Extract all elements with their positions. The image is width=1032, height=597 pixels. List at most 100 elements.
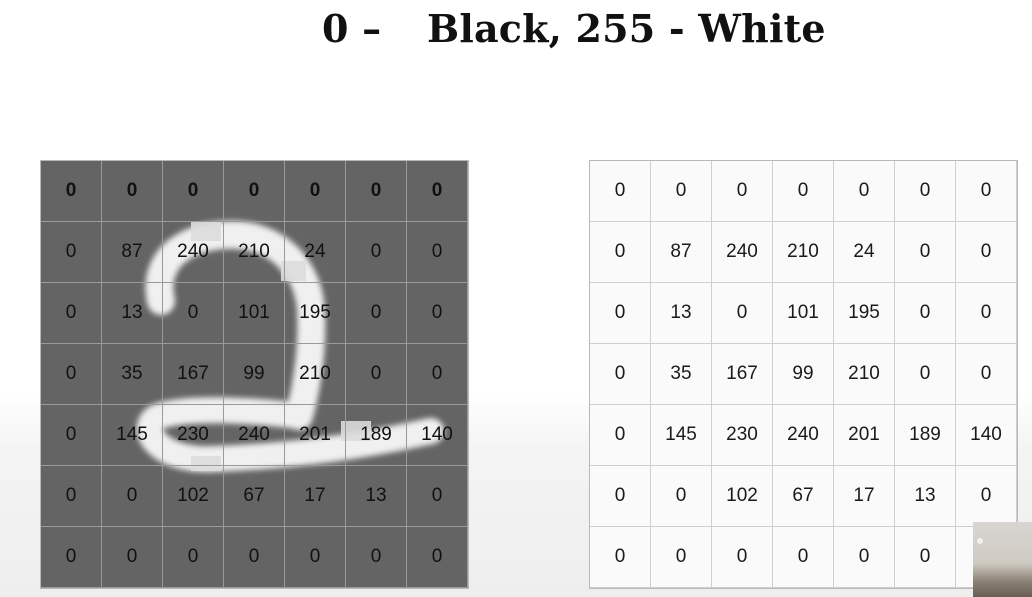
- table-pixel-cell: 67: [773, 466, 834, 527]
- table-pixel-cell: 210: [834, 344, 895, 405]
- image-pixel-cell: 102: [163, 466, 224, 527]
- table-pixel-cell: 189: [895, 405, 956, 466]
- table-pixel-cell: 13: [895, 466, 956, 527]
- handwritten-digit-2-image: [136, 220, 444, 473]
- table-pixel-cell: 13: [651, 283, 712, 344]
- image-pixel-cell: 201: [285, 405, 346, 466]
- title-part-white: Black, 255 - White: [427, 6, 826, 51]
- table-pixel-cell: 240: [773, 405, 834, 466]
- table-pixel-cell: 0: [895, 222, 956, 283]
- table-pixel-cell: 0: [590, 222, 651, 283]
- image-pixel-cell: 240: [224, 405, 285, 466]
- image-pixel-cell: 0: [41, 527, 102, 588]
- table-pixel-cell: 35: [651, 344, 712, 405]
- table-pixel-cell: 0: [834, 527, 895, 588]
- slide-title: 0 – Black, 255 - White: [0, 0, 1032, 60]
- image-pixel-cell: 87: [102, 222, 163, 283]
- image-pixel-cell: 0: [102, 466, 163, 527]
- image-pixel-cell: 240: [163, 222, 224, 283]
- table-pixel-cell: 145: [651, 405, 712, 466]
- image-pixel-cell: 0: [346, 161, 407, 222]
- image-pixel-cell: 0: [407, 161, 468, 222]
- image-pixel-cell: 0: [407, 283, 468, 344]
- table-pixel-cell: 0: [895, 527, 956, 588]
- table-pixel-cell: 0: [590, 466, 651, 527]
- image-pixel-cell: 0: [346, 283, 407, 344]
- image-pixel-cell: 0: [224, 527, 285, 588]
- pixel-value-table: 0 0 0 0 0 0 0 0 87 240 210 24 0 0 0 13 0 101 195 0 0 0 35 167 99…: [589, 160, 1018, 589]
- webcam-overlay: [973, 522, 1032, 597]
- table-pixel-cell: 0: [956, 161, 1017, 222]
- table-pixel-cell: 0: [956, 344, 1017, 405]
- image-pixel-cell: 0: [41, 344, 102, 405]
- title-part-black: 0 –: [322, 6, 382, 51]
- image-pixel-cell: 0: [407, 466, 468, 527]
- image-pixel-cell: 0: [41, 405, 102, 466]
- table-pixel-cell: 0: [590, 405, 651, 466]
- image-pixel-cell: 0: [163, 527, 224, 588]
- image-pixel-cell: 67: [224, 466, 285, 527]
- table-pixel-cell: 0: [651, 161, 712, 222]
- table-pixel-cell: 24: [834, 222, 895, 283]
- table-pixel-cell: 0: [651, 527, 712, 588]
- image-pixel-cell: 24: [285, 222, 346, 283]
- table-pixel-cell: 0: [590, 161, 651, 222]
- table-pixel-cell: 0: [712, 527, 773, 588]
- table-pixel-cell: 0: [590, 527, 651, 588]
- table-pixel-cell: 240: [712, 222, 773, 283]
- image-pixel-cell: 0: [163, 283, 224, 344]
- image-pixel-cell: 35: [102, 344, 163, 405]
- image-pixel-cell: 0: [163, 161, 224, 222]
- table-pixel-cell: 17: [834, 466, 895, 527]
- table-pixel-cell: 0: [956, 466, 1017, 527]
- table-pixel-cell: 0: [773, 527, 834, 588]
- image-pixel-cell: 0: [346, 344, 407, 405]
- image-pixel-cell: 0: [102, 161, 163, 222]
- table-pixel-cell: 87: [651, 222, 712, 283]
- image-pixel-cell: 0: [41, 161, 102, 222]
- table-pixel-cell: 0: [651, 466, 712, 527]
- image-pixel-cell: 145: [102, 405, 163, 466]
- table-pixel-cell: 102: [712, 466, 773, 527]
- image-pixel-cell: 195: [285, 283, 346, 344]
- table-pixel-cell: 101: [773, 283, 834, 344]
- image-pixel-cell: 13: [102, 283, 163, 344]
- table-pixel-cell: 195: [834, 283, 895, 344]
- image-pixel-cell: 0: [41, 283, 102, 344]
- table-pixel-cell: 0: [712, 283, 773, 344]
- image-pixel-cell: 0: [224, 161, 285, 222]
- image-pixel-cell: 0: [346, 222, 407, 283]
- table-pixel-cell: 0: [712, 161, 773, 222]
- image-pixel-cell: 13: [346, 466, 407, 527]
- table-pixel-cell: 0: [895, 161, 956, 222]
- table-pixel-cell: 0: [956, 283, 1017, 344]
- table-pixel-cell: 0: [590, 283, 651, 344]
- table-pixel-cell: 0: [590, 344, 651, 405]
- image-pixel-cell: 0: [285, 161, 346, 222]
- table-pixel-cell: 0: [895, 283, 956, 344]
- table-pixel-cell: 167: [712, 344, 773, 405]
- image-pixel-cell: 0: [407, 527, 468, 588]
- image-pixel-cell: 17: [285, 466, 346, 527]
- table-pixel-cell: 230: [712, 405, 773, 466]
- image-pixel-cell: 167: [163, 344, 224, 405]
- image-pixel-cell: 189: [346, 405, 407, 466]
- image-pixel-cell: 99: [224, 344, 285, 405]
- table-pixel-cell: 0: [773, 161, 834, 222]
- image-pixel-cell: 0: [41, 466, 102, 527]
- image-pixel-cell: 0: [41, 222, 102, 283]
- image-pixel-cell: 0: [346, 527, 407, 588]
- image-pixel-cell: 0: [407, 344, 468, 405]
- image-pixel-cell: 0: [285, 527, 346, 588]
- image-pixel-cell: 101: [224, 283, 285, 344]
- table-pixel-cell: 0: [956, 222, 1017, 283]
- table-pixel-cell: 99: [773, 344, 834, 405]
- table-pixel-cell: 0: [834, 161, 895, 222]
- image-pixel-cell: 210: [285, 344, 346, 405]
- image-pixel-cell: 0: [407, 222, 468, 283]
- image-pixel-cell: 0: [102, 527, 163, 588]
- table-pixel-cell: 0: [895, 344, 956, 405]
- image-pixel-cell: 230: [163, 405, 224, 466]
- digit-image-grid: 0 0 0 0 0 0 0 0 87 240 210 24 0 0 0 13 0 101 195 0 0 0 35 167 99…: [40, 160, 469, 589]
- table-pixel-cell: 210: [773, 222, 834, 283]
